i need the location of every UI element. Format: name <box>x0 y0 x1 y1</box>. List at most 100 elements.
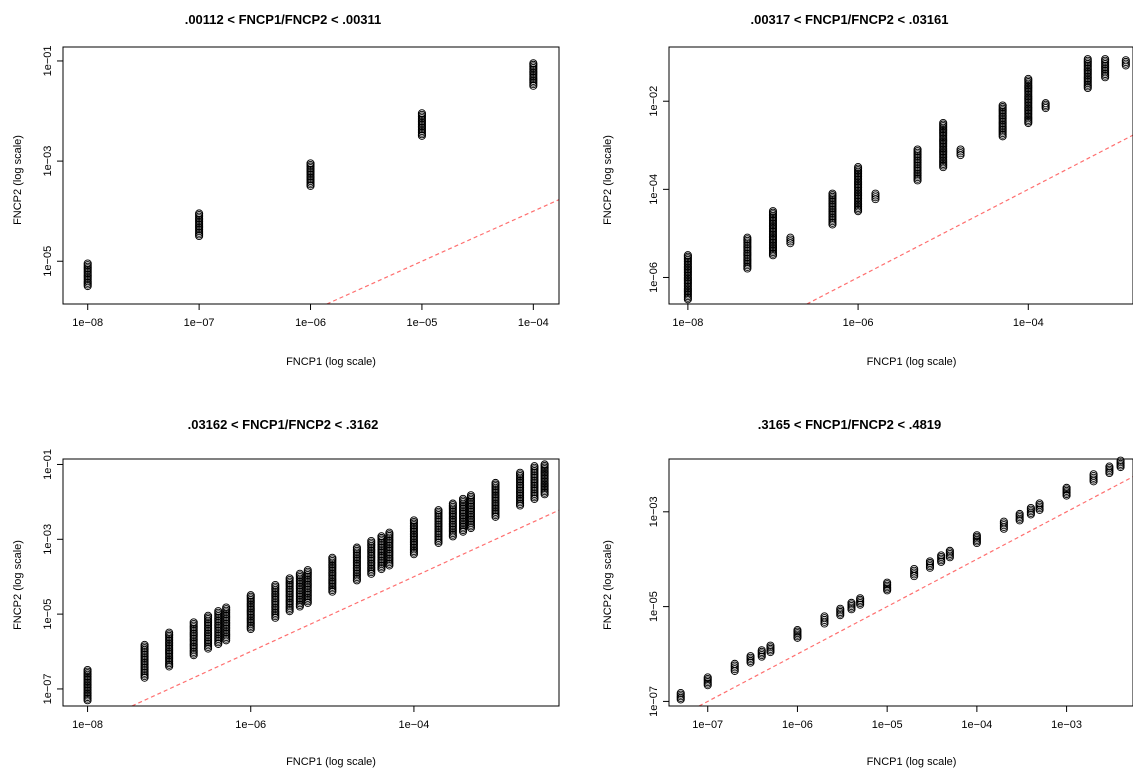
data-point <box>385 528 394 537</box>
data-point <box>793 626 802 635</box>
plot-frame <box>668 46 1133 305</box>
data-point <box>939 118 948 128</box>
data-point <box>303 566 312 575</box>
x-tick-label: 1e−04 <box>1013 317 1044 329</box>
chart-panel-1: .00112 < FNCP1/FNCP2 < .00311 1e−08 1e−07… <box>0 0 566 387</box>
data-point <box>925 557 935 566</box>
data-point <box>1024 74 1033 84</box>
data-point <box>820 612 829 621</box>
y-tick-label: 1e−01 <box>42 449 54 480</box>
data-point <box>746 652 755 661</box>
plot-frame <box>62 458 560 707</box>
data-point <box>1121 56 1130 65</box>
scatter-plot: 1e−08 1e−06 1e−04 1e−07 1e−05 1e−03 1e−01 <box>42 449 560 731</box>
data-point <box>295 569 304 578</box>
y-axis-label: FNCP2 (log scale) <box>12 135 24 225</box>
y-axis-label: FNCP2 (log scale) <box>602 540 614 630</box>
data-points <box>683 55 1130 304</box>
data-points <box>83 59 538 291</box>
data-point <box>956 145 965 154</box>
y-tick-label: 1e−03 <box>42 146 54 177</box>
x-axis-label: FNCP1 (log scale) <box>866 756 957 768</box>
reference-line <box>326 199 559 304</box>
data-point <box>945 546 954 555</box>
data-point <box>836 604 845 613</box>
data-point <box>683 251 692 260</box>
data-point <box>83 665 92 675</box>
data-point <box>530 462 539 471</box>
data-point <box>883 578 892 587</box>
data-point <box>1041 99 1050 108</box>
x-tick-label: 1e−08 <box>72 317 103 329</box>
data-point <box>856 594 865 603</box>
x-axis-label: FNCP1 (log scale) <box>286 356 376 368</box>
data-point <box>1083 55 1092 64</box>
chart-title: .3165 < FNCP1/FNCP2 < .4819 <box>757 417 942 432</box>
data-point <box>1015 509 1024 519</box>
data-point <box>246 591 255 600</box>
data-point <box>854 163 863 172</box>
data-point <box>757 646 766 655</box>
data-point <box>730 659 739 668</box>
data-point <box>529 59 538 68</box>
reference-line <box>806 134 1133 304</box>
y-tick-label: 1e−06 <box>648 262 660 293</box>
chart-title: .00317 < FNCP1/FNCP2 < .03161 <box>750 12 949 27</box>
x-tick-label: 1e−05 <box>406 317 437 329</box>
data-point <box>786 233 795 242</box>
data-point <box>676 689 685 698</box>
data-point <box>328 553 337 562</box>
data-point <box>1089 470 1098 479</box>
scatter-plot: 1e−08 1e−06 1e−04 1e−06 1e−04 1e−02 <box>648 46 1133 329</box>
data-point <box>703 673 712 682</box>
x-tick-label: 1e−04 <box>518 317 549 329</box>
data-point <box>367 536 376 546</box>
data-point <box>937 551 946 560</box>
data-point <box>165 628 174 637</box>
data-point <box>540 460 549 469</box>
data-point <box>847 598 856 607</box>
data-point <box>999 517 1008 526</box>
x-axis-label: FNCP1 (log scale) <box>286 756 376 768</box>
data-point <box>83 259 92 268</box>
data-point <box>768 207 778 216</box>
x-tick-label: 1e−04 <box>961 719 992 731</box>
y-tick-label: 1e−05 <box>42 599 54 630</box>
data-point <box>195 209 204 218</box>
scatter-plot: 1e−07 1e−06 1e−05 1e−04 1e−03 1e−07 1e−05 1e−03 <box>648 456 1133 731</box>
data-point <box>285 574 294 583</box>
data-point <box>1026 503 1035 513</box>
y-tick-label: 1e−02 <box>648 86 660 117</box>
data-point <box>458 494 468 503</box>
x-tick-label: 1e−06 <box>843 317 874 329</box>
plot-frame <box>668 458 1133 707</box>
data-point <box>466 491 475 500</box>
y-tick-label: 1e−05 <box>648 591 660 622</box>
x-tick-label: 1e−08 <box>72 719 103 731</box>
reference-line <box>698 476 1133 706</box>
x-tick-label: 1e−07 <box>184 317 215 329</box>
x-axis-label: FNCP1 (log scale) <box>866 356 957 368</box>
data-point <box>1116 456 1125 465</box>
data-point <box>743 233 752 242</box>
chart-panel-3: .03162 < FNCP1/FNCP2 < .3162 1e−08 1e−06 1… <box>0 387 566 774</box>
data-point <box>214 607 223 616</box>
data-point <box>1105 462 1114 471</box>
data-point <box>140 640 149 649</box>
y-axis-label: FNCP2 (log scale) <box>602 135 614 225</box>
data-point <box>204 611 213 620</box>
chart-title: .03162 < FNCP1/FNCP2 < .3162 <box>187 417 379 432</box>
y-tick-label: 1e−03 <box>648 496 660 527</box>
data-point <box>448 499 457 508</box>
x-tick-label: 1e−07 <box>692 719 723 731</box>
data-point <box>306 159 315 168</box>
x-tick-label: 1e−06 <box>782 719 813 731</box>
y-axis-label: FNCP2 (log scale) <box>12 540 24 630</box>
x-tick-label: 1e−04 <box>398 719 429 731</box>
data-point <box>828 189 837 198</box>
y-tick-label: 1e−07 <box>648 686 660 717</box>
chart-panel-2: .00317 < FNCP1/FNCP2 < .03161 1e−08 1e−06… <box>566 0 1133 387</box>
y-tick-label: 1e−04 <box>648 174 660 205</box>
x-tick-label: 1e−06 <box>295 317 326 329</box>
x-tick-label: 1e−06 <box>235 719 266 731</box>
